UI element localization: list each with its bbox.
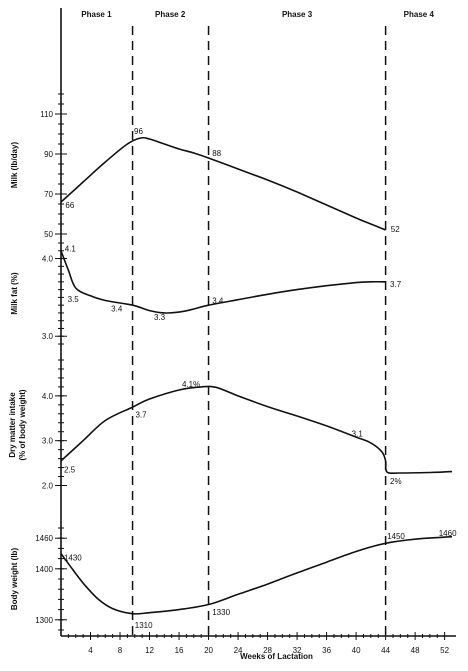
- bw-curve: [60, 535, 453, 615]
- x-tick-label: 36: [322, 646, 331, 655]
- fat-data-label: 3.4: [212, 296, 224, 305]
- bw-data-label: 1310: [135, 621, 153, 630]
- fat-data-label: 3.5: [68, 295, 80, 304]
- milk-y-tick-label: 70: [44, 190, 53, 199]
- x-tick-label: 24: [234, 646, 243, 655]
- phase-dividers: [131, 26, 387, 636]
- y-axis-ticks: 50 70 90 110 3.0 4.0 2.0 3.0 4.0 1300 1400 1460: [35, 93, 67, 631]
- x-axis-label: Weeks of Lactation: [240, 652, 313, 661]
- phase-label-2: Phase 2: [155, 10, 186, 19]
- phase-label-1: Phase 1: [81, 10, 112, 19]
- x-tick-label: 8: [118, 646, 123, 655]
- milk-y-tick-label: 90: [44, 150, 53, 159]
- milk-data-label: 88: [212, 149, 221, 158]
- y-axis-labels: Milk (lb/day) Milk fat (%) Dry matter inta…: [8, 142, 27, 611]
- dmi-y-tick-label: 3.0: [42, 437, 54, 446]
- bw-data-label: 1330: [212, 608, 230, 617]
- milk-data-label: 52: [391, 225, 400, 234]
- dmi-y-tick-label: 4.0: [42, 392, 54, 401]
- bw-y-tick-label: 1400: [35, 565, 53, 574]
- phase-labels: Phase 1 Phase 2 Phase 3 Phase 4: [81, 10, 434, 19]
- fat-data-label: 3.4: [111, 304, 123, 313]
- x-tick-label: 4: [88, 646, 93, 655]
- phase-label-4: Phase 4: [404, 10, 435, 19]
- phase-label-3: Phase 3: [282, 10, 313, 19]
- bw-y-tick-label: 1300: [35, 616, 53, 625]
- fat-y-tick-label: 4.0: [42, 255, 54, 264]
- x-tick-label: 44: [381, 646, 390, 655]
- x-tick-label: 40: [352, 646, 361, 655]
- fat-y-tick-label: 3.0: [42, 332, 54, 341]
- fat-y-axis-label: Milk fat (%): [10, 272, 19, 315]
- fat-curve: [60, 250, 386, 314]
- milk-y-axis-label: Milk (lb/day): [10, 142, 19, 189]
- milk-data-label: 66: [65, 201, 74, 210]
- dmi-data-label: 2%: [390, 477, 402, 486]
- x-axis-ticks: 4 8 12 16 20 24 28 32 36 40 44 48 52: [67, 632, 450, 655]
- x-tick-label: 28: [263, 646, 272, 655]
- bw-data-label: 1430: [64, 554, 82, 563]
- series-curves: [60, 136, 453, 615]
- dmi-data-label: 3.7: [136, 411, 148, 420]
- bw-y-axis-label: Body weight (lb): [10, 548, 19, 611]
- milk-data-label: 96: [134, 127, 143, 136]
- dmi-data-label: 4.1%: [182, 380, 200, 389]
- milk-y-tick-label: 50: [44, 230, 53, 239]
- milk-y-tick-label: 110: [40, 110, 53, 119]
- dmi-data-label: 2.5: [64, 465, 76, 474]
- bw-y-tick-label: 1460: [35, 534, 53, 543]
- fat-data-label: 4.1: [65, 244, 77, 253]
- chart-frame: [60, 8, 456, 637]
- fat-data-label: 3.3: [154, 313, 166, 322]
- x-tick-label: 20: [204, 646, 213, 655]
- bw-data-label: 1450: [387, 532, 405, 541]
- dmi-y-tick-label: 2.0: [42, 482, 54, 491]
- bw-data-label: 1460: [439, 529, 457, 538]
- fat-data-label: 3.7: [390, 280, 402, 289]
- x-tick-label: 16: [175, 646, 184, 655]
- dmi-data-label: 3.1: [352, 430, 364, 439]
- data-labels: 66 96 88 52 4.1 3.5 3.4 3.3 3.4 3.7 2.5 3.7 4.1% 3.1 2…: [64, 127, 457, 630]
- milk-curve: [60, 136, 386, 231]
- x-tick-label: 32: [293, 646, 302, 655]
- x-tick-label: 52: [440, 646, 449, 655]
- x-tick-label: 48: [411, 646, 420, 655]
- dmi-curve: [60, 385, 453, 475]
- x-tick-label: 12: [145, 646, 154, 655]
- dmi-y-axis-label: Dry matter intake(% of body weight): [8, 389, 27, 460]
